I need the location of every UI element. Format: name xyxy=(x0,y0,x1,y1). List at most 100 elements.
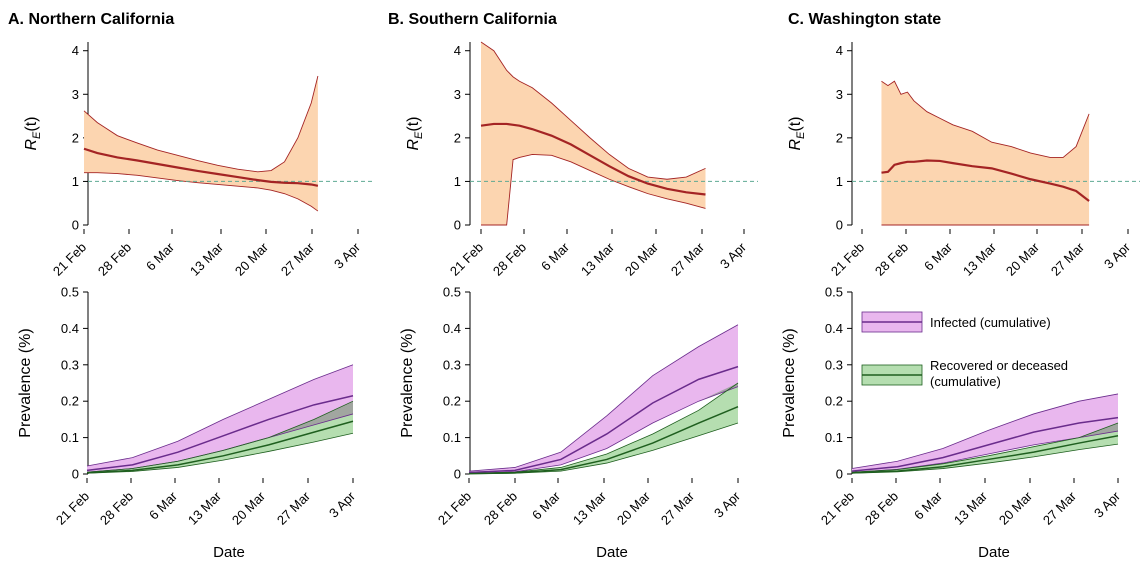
x-tick-label: 3 Apr xyxy=(717,239,750,272)
re-ci-band xyxy=(881,81,1090,225)
x-tick-label: 20 Mar xyxy=(614,488,654,528)
panel-title: A. Northern California xyxy=(8,11,174,28)
y-tick-label: 0.2 xyxy=(443,394,461,409)
x-tick-label: 3 Apr xyxy=(331,239,364,272)
x-tick-label: 6 Mar xyxy=(143,239,178,274)
x-tick-label: 20 Mar xyxy=(232,239,272,279)
y-tick-label: 4 xyxy=(72,43,79,58)
x-tick-label: 27 Mar xyxy=(1048,239,1088,279)
re-upper-line xyxy=(83,75,319,173)
re-upper-line xyxy=(480,41,706,180)
y-tick-label: 2 xyxy=(836,130,843,145)
x-tick-label: 21 Feb xyxy=(818,489,857,528)
y-axis-label: RE(t) xyxy=(405,116,425,150)
y-tick-label: 3 xyxy=(72,87,79,102)
re-ci-band xyxy=(84,75,318,212)
y-tick-label: 2 xyxy=(454,130,461,145)
x-tick-label: 27 Mar xyxy=(278,239,318,279)
infected-ci-band xyxy=(852,393,1118,473)
x-tick-label: 28 Feb xyxy=(490,240,529,279)
x-tick-label: 13 Mar xyxy=(951,488,991,528)
legend-recovered-label-cont: (cumulative) xyxy=(930,374,1001,389)
x-tick-label: 28 Feb xyxy=(481,489,520,528)
y-tick-label: 0.1 xyxy=(443,430,461,445)
recovered-median-line xyxy=(86,420,354,474)
x-tick-label: 28 Feb xyxy=(872,240,911,279)
y-tick-label: 1 xyxy=(454,174,461,189)
infected-upper-line xyxy=(468,324,739,472)
x-tick-label: 13 Mar xyxy=(960,239,1000,279)
recovered-upper-line xyxy=(851,422,1119,473)
y-tick-label: 0.2 xyxy=(61,394,79,409)
y-tick-label: 0.4 xyxy=(443,321,461,336)
y-tick-label: 0.5 xyxy=(825,285,843,300)
panel-re-1: A. Northern California 0 1 2 3 4 21 Feb 28 Feb 6… xyxy=(8,11,374,279)
y-tick-label: 0.3 xyxy=(61,357,79,372)
re-median-line xyxy=(83,147,319,187)
y-tick-label: 0 xyxy=(454,218,461,233)
y-tick-label: 1 xyxy=(72,174,79,189)
y-tick-label: 0.3 xyxy=(443,357,461,372)
re-upper-line xyxy=(881,80,1090,158)
y-tick-label: 0.3 xyxy=(825,357,843,372)
x-tick-label: 21 Feb xyxy=(435,489,474,528)
x-tick-label: 27 Mar xyxy=(274,488,314,528)
infected-ci-band xyxy=(469,324,738,474)
infected-median-line xyxy=(86,395,354,472)
y-axis-label: RE(t) xyxy=(787,116,807,150)
x-tick-label: 27 Mar xyxy=(1040,488,1080,528)
x-tick-label: 28 Feb xyxy=(862,489,901,528)
x-tick-label: 6 Mar xyxy=(911,488,946,523)
y-tick-label: 0.1 xyxy=(825,430,843,445)
x-tick-label: 20 Mar xyxy=(622,239,662,279)
panel-title: B. Southern California xyxy=(388,11,557,28)
recovered-lower-line xyxy=(86,432,354,474)
x-axis-label: Date xyxy=(596,544,628,561)
x-tick-label: 28 Feb xyxy=(95,240,134,279)
panel-title: C. Washington state xyxy=(788,11,941,28)
panel-prevalence-1: 00.10.20.30.40.521 Feb 28 Feb 6 Mar 13 Mar 2… xyxy=(17,285,359,562)
panel-prevalence-3: 00.10.20.30.40.521 Feb 28 Feb 6 Mar 13 Mar 2… xyxy=(781,285,1124,562)
re-median-line xyxy=(480,122,706,196)
x-tick-label: 13 Mar xyxy=(578,239,618,279)
x-tick-label: 21 Feb xyxy=(53,489,92,528)
x-tick-label: 27 Mar xyxy=(658,488,698,528)
infected-median-line xyxy=(468,365,739,474)
x-tick-label: 13 Mar xyxy=(185,488,225,528)
infected-upper-line xyxy=(86,364,354,467)
x-tick-label: 20 Mar xyxy=(229,488,269,528)
recovered-upper-line xyxy=(86,400,354,473)
x-tick-label: 6 Mar xyxy=(146,488,181,523)
x-tick-label: 6 Mar xyxy=(529,488,564,523)
recovered-median-line xyxy=(851,435,1119,474)
x-axis-label: Date xyxy=(213,544,245,561)
x-tick-label: 20 Mar xyxy=(1003,239,1043,279)
y-axis-label: Prevalence (%) xyxy=(17,328,34,437)
x-tick-label: 3 Apr xyxy=(711,488,744,521)
y-tick-label: 0.5 xyxy=(61,285,79,300)
x-axis-label: Date xyxy=(978,544,1010,561)
y-tick-label: 4 xyxy=(454,43,461,58)
re-lower-line xyxy=(84,172,319,212)
re-lower-line xyxy=(481,153,706,226)
x-tick-label: 21 Feb xyxy=(828,240,867,279)
legend-infected-label: Infected (cumulative) xyxy=(930,315,1051,330)
recovered-median-line xyxy=(468,405,739,475)
x-tick-label: 6 Mar xyxy=(921,239,956,274)
y-tick-label: 3 xyxy=(836,87,843,102)
x-tick-label: 21 Feb xyxy=(447,240,486,279)
y-tick-label: 4 xyxy=(836,43,843,58)
y-tick-label: 0.1 xyxy=(61,430,79,445)
legend-recovered-label: Recovered or deceased xyxy=(930,358,1068,373)
x-tick-label: 27 Mar xyxy=(668,239,708,279)
x-tick-label: 3 Apr xyxy=(1091,488,1124,521)
y-tick-label: 0 xyxy=(72,467,79,482)
y-tick-label: 2 xyxy=(72,130,79,145)
re-median-line xyxy=(881,159,1090,202)
recovered-ci-band xyxy=(469,383,738,474)
y-tick-label: 0.5 xyxy=(443,285,461,300)
x-tick-label: 3 Apr xyxy=(1101,239,1134,272)
re-ci-band xyxy=(481,42,706,225)
legend: Infected (cumulative) Recovered or deceas… xyxy=(861,311,1068,389)
